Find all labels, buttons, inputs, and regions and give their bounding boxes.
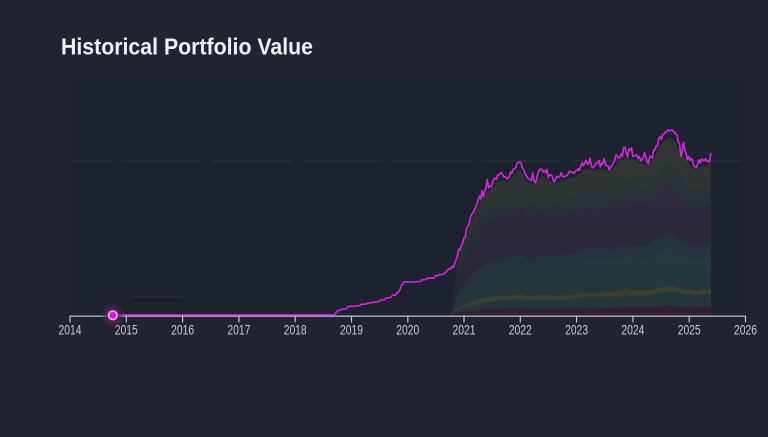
svg-text:2020: 2020 xyxy=(396,323,419,338)
svg-text:2018: 2018 xyxy=(284,323,307,338)
svg-text:2025: 2025 xyxy=(678,323,701,338)
svg-text:2015: 2015 xyxy=(115,323,138,338)
svg-text:Historical Portfolio Value: Historical Portfolio Value xyxy=(61,34,313,60)
svg-text:2014: 2014 xyxy=(59,323,82,338)
svg-text:2024: 2024 xyxy=(621,323,644,338)
svg-text:2026: 2026 xyxy=(734,323,757,338)
svg-text:2023: 2023 xyxy=(565,323,588,338)
svg-text:2021: 2021 xyxy=(453,323,476,338)
svg-text:2016: 2016 xyxy=(171,323,194,338)
svg-text:2019: 2019 xyxy=(340,323,363,338)
svg-text:2022: 2022 xyxy=(509,323,532,338)
svg-text:2017: 2017 xyxy=(227,323,250,338)
